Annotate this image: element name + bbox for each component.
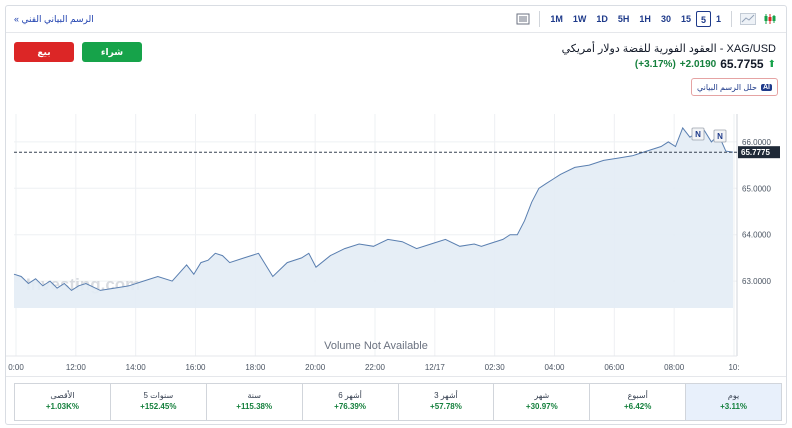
performance-period-value: +57.78%: [430, 402, 462, 411]
news-marker: [691, 127, 705, 141]
x-tick-label: 06:00: [604, 363, 625, 372]
change-percent: (+3.17%): [634, 58, 676, 70]
timeframe-30[interactable]: 30: [660, 14, 671, 24]
timeframe-1m[interactable]: 1M: [550, 14, 563, 24]
current-price-label: 65.7775: [741, 148, 770, 157]
x-tick-label: 16:00: [185, 363, 206, 372]
performance-period-label: 6 أشهر: [338, 391, 362, 400]
timeframe-5[interactable]: 5: [695, 11, 711, 27]
performance-period-value: +76.39%: [334, 402, 366, 411]
news-marker-label: N: [717, 132, 723, 141]
x-tick-label: 04:00: [544, 363, 565, 372]
timeframe-1w[interactable]: 1W: [572, 14, 587, 24]
candlestick-icon[interactable]: [759, 10, 781, 28]
performance-period-value: +3.11%: [720, 402, 748, 411]
performance-period[interactable]: الأقصى +1.03K%: [15, 384, 110, 420]
performance-period-value: +152.45%: [140, 402, 177, 411]
performance-period-label: سنة: [247, 391, 261, 400]
price-area: [14, 127, 733, 309]
performance-period[interactable]: يوم +3.11%: [685, 384, 781, 420]
x-tick-label: 12/17: [425, 363, 446, 372]
performance-period[interactable]: 6 أشهر +76.39%: [301, 384, 398, 420]
sell-button[interactable]: بيع: [14, 42, 74, 62]
timeframe-1[interactable]: 1: [715, 14, 721, 24]
up-arrow-icon: ⬆: [767, 58, 776, 70]
timeframe-15[interactable]: 15: [680, 14, 691, 24]
area-chart-icon[interactable]: [737, 10, 759, 28]
y-tick-label: 64.0000: [742, 231, 771, 240]
timeframe-1h[interactable]: 1H: [639, 14, 651, 24]
double-chevron-icon: »: [14, 14, 20, 24]
analyze-chart-button[interactable]: AI حلل الرسم البياني: [690, 78, 778, 96]
x-tick-label: 10:: [728, 363, 739, 372]
timeframe-5h[interactable]: 5H: [617, 14, 630, 24]
buy-button[interactable]: شراء: [82, 42, 142, 62]
x-tick-label: 14:00: [126, 363, 147, 372]
chart-toolbar: الرسم البياني الفني » 1M 1W 1D 5H 1H 30 …: [6, 6, 786, 33]
y-tick-label: 65.0000: [742, 184, 771, 193]
calendar-icon[interactable]: [512, 10, 534, 28]
performance-period-value: +115.38%: [236, 402, 273, 411]
toolbar-divider: [731, 11, 732, 27]
x-tick-label: 20:00: [305, 363, 326, 372]
x-tick-label: 08:00: [664, 363, 685, 372]
x-tick-label: 12:00: [66, 363, 87, 372]
performance-period-label: 5 سنوات: [143, 391, 174, 400]
news-marker-label: N: [695, 130, 701, 139]
performance-period[interactable]: 3 أشهر +57.78%: [397, 384, 494, 420]
x-tick-label: 02:30: [485, 363, 506, 372]
performance-period-value: +1.03K%: [45, 402, 79, 411]
divider: [6, 376, 786, 377]
toolbar-divider: [539, 11, 541, 27]
x-tick-label: 18:00: [245, 363, 266, 372]
price-line: [13, 126, 734, 292]
instrument-title: XAG/USD - العقود الفورية للفضة دولار أمر…: [561, 43, 776, 55]
last-price: 65.7755: [720, 57, 764, 71]
performance-period[interactable]: أسبوع +6.42%: [589, 384, 685, 420]
performance-period-value: +6.42%: [624, 402, 652, 411]
performance-period-label: 3 أشهر: [434, 391, 458, 400]
x-tick-label: 0:00: [8, 363, 24, 372]
analyze-chart-label: حلل الرسم البياني: [696, 82, 757, 92]
performance-period-label: الأقصى: [50, 391, 75, 400]
performance-period-label: يوم: [727, 391, 740, 400]
performance-period[interactable]: سنة +115.38%: [205, 384, 302, 420]
price-row: (+3.17%) +2.0190 65.7755 ⬆: [635, 57, 776, 71]
performance-bar: الأقصى +1.03K% 5 سنوات +152.45% سنة +115.38% 6…: [14, 383, 782, 421]
technical-chart-link-label: الرسم البياني الفني: [21, 14, 94, 24]
volume-note: Volume Not Available: [324, 340, 428, 352]
price-chart[interactable]: 0:00 12:00 14:00 16:00 18:00 20:00 22:00 12/17 0…: [6, 104, 788, 376]
x-tick-label: 22:00: [365, 363, 386, 372]
performance-period-value: +30.97%: [525, 402, 558, 411]
chart-widget: الرسم البياني الفني » 1M 1W 1D 5H 1H 30 …: [5, 5, 787, 425]
performance-period[interactable]: 5 سنوات +152.45%: [109, 384, 206, 420]
ai-icon: AI: [761, 83, 772, 91]
timeframe-1d[interactable]: 1D: [596, 14, 608, 24]
change-absolute: +2.0190: [679, 58, 717, 70]
performance-period[interactable]: شهر +30.97%: [493, 384, 589, 420]
timeframe-selector: 1M 1W 1D 5H 1H 30 15 5 1: [512, 9, 781, 29]
technical-chart-link[interactable]: الرسم البياني الفني »: [11, 14, 94, 25]
news-marker: [713, 129, 727, 143]
performance-period-label: شهر: [534, 391, 550, 400]
current-price-tag: [738, 146, 780, 159]
y-tick-label: 66.0000: [742, 138, 771, 147]
y-tick-label: 63.0000: [742, 277, 771, 286]
performance-period-label: أسبوع: [627, 391, 648, 400]
